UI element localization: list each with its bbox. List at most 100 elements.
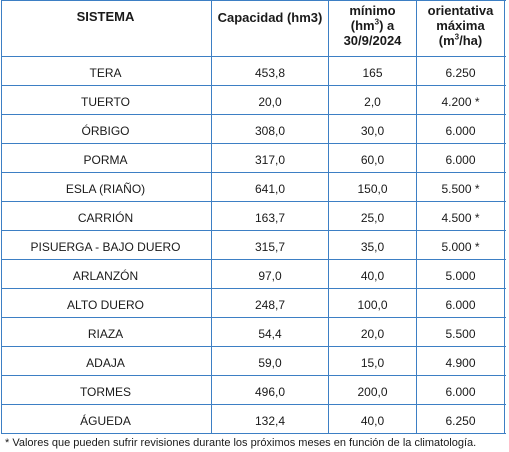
cell-sistema: PORMA [1, 144, 213, 173]
grid-row-line [1, 143, 506, 144]
table-body: TERA 453,8 165 6.250 TUERTO 20,0 2,0 4.200 * ÓRB… [1, 57, 506, 434]
cell-minimo: 2,0 [330, 86, 418, 115]
cell-minimo: 15,0 [330, 347, 418, 376]
grid-row-line [1, 317, 506, 318]
header-sistema: SISTEMA [1, 1, 213, 57]
cell-maxima: 6.250 [418, 405, 506, 434]
header-minimo-line2-post: ) a [379, 18, 395, 33]
header-capacidad: Capacidad (hm3) [213, 1, 330, 57]
cell-capacidad: 97,0 [213, 260, 330, 289]
cell-capacidad: 54,4 [213, 318, 330, 347]
grid-row-line [1, 56, 506, 57]
table-row: PISUERGA - BAJO DUERO 315,7 35,0 5.000 * [1, 231, 506, 260]
table-row: TERA 453,8 165 6.250 [1, 57, 506, 86]
cell-sistema: ESLA (RIAÑO) [1, 173, 213, 202]
header-minimo-line2-pre: (hm [350, 18, 375, 33]
cell-capacidad: 496,0 [213, 376, 330, 405]
cell-maxima: 4.500 * [418, 202, 506, 231]
table-row: ALTO DUERO 248,7 100,0 6.000 [1, 289, 506, 318]
grid-row-line [1, 288, 506, 289]
grid-column-line [1, 0, 2, 433]
grid-column-line [504, 0, 505, 433]
table-row: PORMA 317,0 60,0 6.000 [1, 144, 506, 173]
cell-minimo: 60,0 [330, 144, 418, 173]
cell-capacidad: 317,0 [213, 144, 330, 173]
grid-row-line [1, 404, 506, 405]
header-maxima-line2: máxima [436, 18, 485, 33]
table-row: ÁGUEDA 132,4 40,0 6.250 [1, 405, 506, 434]
cell-sistema: PISUERGA - BAJO DUERO [1, 231, 213, 260]
table-row: TUERTO 20,0 2,0 4.200 * [1, 86, 506, 115]
cell-sistema: TORMES [1, 376, 213, 405]
grid-column-line [328, 0, 329, 433]
table-row: ESLA (RIAÑO) 641,0 150,0 5.500 * [1, 173, 506, 202]
cell-capacidad: 308,0 [213, 115, 330, 144]
cell-minimo: 25,0 [330, 202, 418, 231]
header-maxima-line3-post: /ha) [459, 33, 483, 48]
cell-maxima: 6.000 [418, 376, 506, 405]
cell-maxima: 5.000 * [418, 231, 506, 260]
cell-capacidad: 248,7 [213, 289, 330, 318]
header-maxima-line1: orientativa [427, 3, 494, 18]
reservoir-table: SISTEMA Capacidad (hm3) mínimo (hm3) a 3… [1, 1, 506, 434]
table-row: ADAJA 59,0 15,0 4.900 [1, 347, 506, 376]
cell-capacidad: 163,7 [213, 202, 330, 231]
cell-capacidad: 20,0 [213, 86, 330, 115]
cell-capacidad: 641,0 [213, 173, 330, 202]
cell-capacidad: 132,4 [213, 405, 330, 434]
cell-minimo: 40,0 [330, 405, 418, 434]
grid-column-line [211, 0, 212, 433]
header-minimo-line1: mínimo [349, 3, 396, 18]
cell-sistema: RIAZA [1, 318, 213, 347]
table-row: CARRIÓN 163,7 25,0 4.500 * [1, 202, 506, 231]
cell-sistema: ADAJA [1, 347, 213, 376]
header-maxima-line3-pre: (m [438, 33, 455, 48]
cell-maxima: 5.500 * [418, 173, 506, 202]
cell-maxima: 5.500 [418, 318, 506, 347]
cell-maxima: 6.000 [418, 289, 506, 318]
cell-capacidad: 453,8 [213, 57, 330, 86]
header-minimo-line3: 30/9/2024 [343, 33, 402, 48]
header-maxima: orientativa máxima (m3/ha) [418, 1, 506, 57]
header-minimo-line2: (hm3) a [332, 18, 413, 33]
cell-maxima: 6.000 [418, 144, 506, 173]
cell-minimo: 100,0 [330, 289, 418, 318]
grid-row-line [1, 201, 506, 202]
grid-row-line [1, 375, 506, 376]
cell-maxima: 4.900 [418, 347, 506, 376]
cell-minimo: 165 [330, 57, 418, 86]
grid-top-line [1, 0, 506, 1]
header-sistema-label: SISTEMA [76, 9, 135, 24]
cell-minimo: 30,0 [330, 115, 418, 144]
header-maxima-line3-sup: 3 [454, 32, 460, 42]
grid-column-line [416, 0, 417, 433]
header-maxima-line3: (m3/ha) [420, 33, 501, 48]
cell-maxima: 4.200 * [418, 86, 506, 115]
header-minimo: mínimo (hm3) a 30/9/2024 [330, 1, 418, 57]
cell-minimo: 20,0 [330, 318, 418, 347]
footnote: * Valores que pueden sufrir revisiones d… [5, 437, 477, 449]
cell-sistema: ÓRBIGO [1, 115, 213, 144]
grid-row-line [1, 172, 506, 173]
cell-sistema: TUERTO [1, 86, 213, 115]
grid-row-line [1, 114, 506, 115]
cell-maxima: 6.000 [418, 115, 506, 144]
cell-sistema: ARLANZÓN [1, 260, 213, 289]
cell-maxima: 6.250 [418, 57, 506, 86]
grid-row-line [1, 230, 506, 231]
table-header-row: SISTEMA Capacidad (hm3) mínimo (hm3) a 3… [1, 1, 506, 57]
table-row: ARLANZÓN 97,0 40,0 5.000 [1, 260, 506, 289]
grid-row-line [1, 346, 506, 347]
cell-minimo: 40,0 [330, 260, 418, 289]
grid-row-line [1, 85, 506, 86]
header-capacidad-label: Capacidad (hm3) [217, 10, 323, 25]
grid-row-line [1, 433, 506, 434]
cell-minimo: 35,0 [330, 231, 418, 260]
header-minimo-line2-sup: 3 [374, 17, 380, 27]
grid-row-line [1, 259, 506, 260]
cell-sistema: ALTO DUERO [1, 289, 213, 318]
cell-sistema: ÁGUEDA [1, 405, 213, 434]
cell-minimo: 150,0 [330, 173, 418, 202]
cell-capacidad: 315,7 [213, 231, 330, 260]
